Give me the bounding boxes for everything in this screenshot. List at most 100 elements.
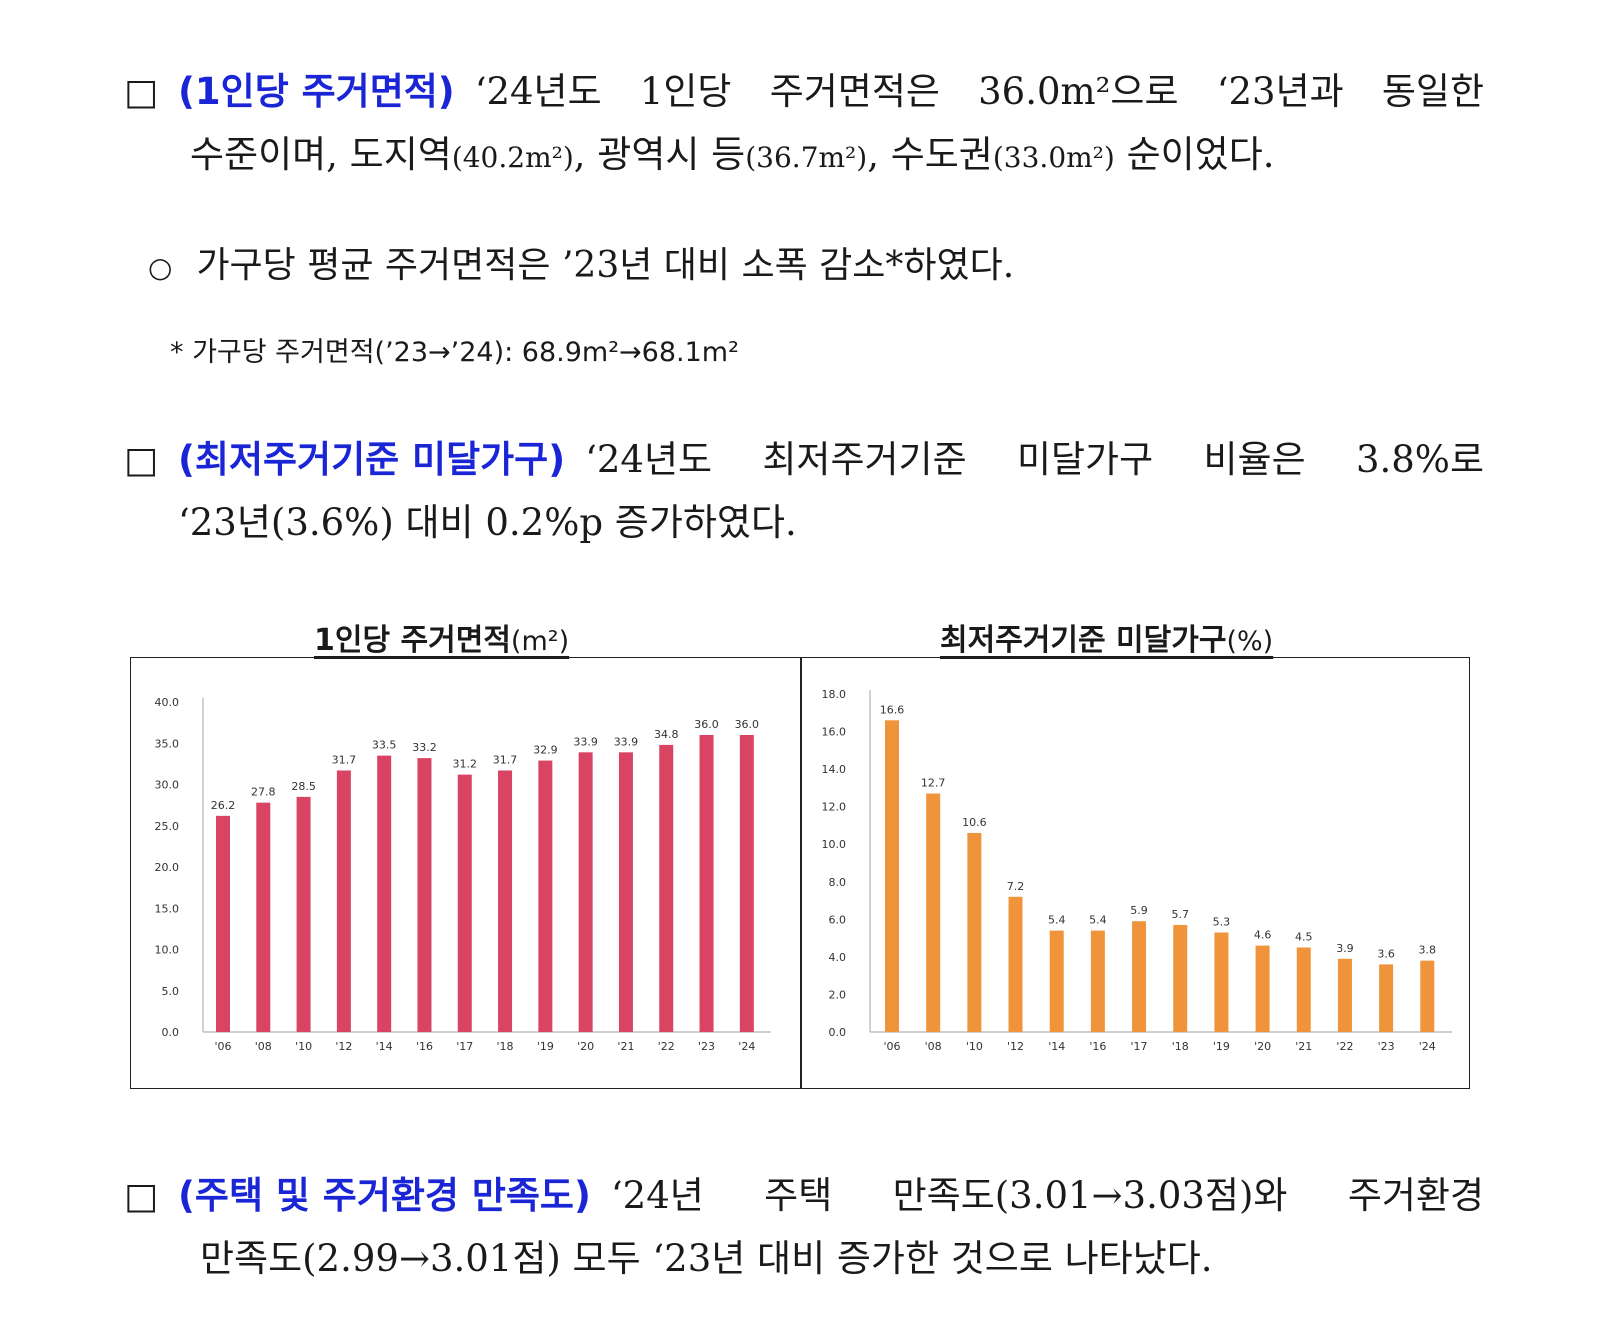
data-label: 16.6: [880, 703, 905, 716]
bar: [1296, 947, 1311, 1032]
bar: [618, 752, 633, 1032]
x-tick-label: '20: [577, 1040, 594, 1053]
chart-per-capita-area: 0.0 5.0 10.0 15.0 20.0 25.0 30.0 35.0 40.0 26.2 '0…: [155, 696, 771, 1053]
y-tick-label: 2.0: [829, 988, 847, 1001]
chart-title-left-text: 1인당 주거면적: [314, 623, 511, 658]
section-per-capita-area: □ (1인당 주거면적) ‘24년도 1인당 주거면적은 36.0m²으로 ‘2…: [124, 62, 1484, 188]
x-tick-label: '23: [698, 1040, 715, 1053]
bar: [659, 744, 674, 1032]
footnote: * 가구당 주거면적(’23→’24): 68.9m²→68.1m²: [170, 337, 739, 368]
x-tick-label: '08: [255, 1040, 272, 1053]
x-tick-label: '22: [1336, 1040, 1353, 1053]
sub-bullet-text: 가구당 평균 주거면적은 ’23년 대비 소폭 감소*하였다.: [196, 245, 1015, 286]
data-label: 7.2: [1007, 880, 1025, 893]
value-metro: (36.7m²): [745, 141, 868, 174]
data-label: 33.9: [614, 735, 639, 748]
x-tick-label: '12: [1007, 1040, 1024, 1053]
section-line-1: ‘24년도 1인당 주거면적은 36.0m²으로 ‘23년과 동일한: [474, 70, 1484, 113]
checkbox-square-icon: □: [124, 72, 159, 113]
data-label: 12.7: [921, 777, 946, 790]
y-tick-label: 18.0: [822, 688, 847, 701]
bar: [1337, 958, 1352, 1032]
data-label: 33.2: [412, 741, 437, 754]
data-label: 36.0: [694, 718, 719, 731]
data-label: 26.2: [211, 799, 236, 812]
bar: [1173, 924, 1188, 1032]
bar: [699, 735, 714, 1032]
data-label: 32.9: [533, 744, 558, 757]
section-satisfaction: □ (주택 및 주거환경 만족도) ‘24년 주택 만족도(3.01→3.03점…: [124, 1166, 1484, 1289]
line-part: , 광역시 등: [573, 133, 746, 176]
data-label: 31.7: [493, 753, 518, 766]
bar: [1049, 930, 1064, 1032]
x-tick-label: '10: [295, 1040, 312, 1053]
y-tick-label: 20.0: [155, 861, 180, 874]
x-tick-label: '23: [1378, 1040, 1395, 1053]
bar: [967, 832, 982, 1032]
line-part: 수준이며, 도지역: [190, 133, 452, 176]
bar: [457, 774, 472, 1032]
bar: [256, 802, 271, 1032]
data-label: 33.9: [573, 735, 598, 748]
section-heading: (최저주거기준 미달가구): [178, 438, 566, 481]
section-line-1: ‘24년도 최저주거기준 미달가구 비율은 3.8%로: [585, 438, 1484, 481]
y-tick-label: 12.0: [822, 801, 847, 814]
data-label: 4.6: [1254, 929, 1272, 942]
bar: [216, 815, 230, 1032]
y-tick-label: 0.0: [162, 1026, 180, 1039]
value-provinces: (40.2m²): [451, 141, 574, 174]
x-tick-label: '18: [1172, 1040, 1189, 1053]
y-tick-label: 16.0: [822, 726, 847, 739]
bar: [417, 758, 432, 1032]
value-capital: (33.0m²): [992, 141, 1115, 174]
bar: [739, 735, 754, 1032]
bar: [1214, 932, 1229, 1032]
x-tick-label: '18: [497, 1040, 514, 1053]
x-tick-label: '14: [376, 1040, 393, 1053]
section-line-2: 만족도(2.99→3.01점) 모두 ‘23년 대비 증가한 것으로 나타났다.: [200, 1237, 1213, 1280]
section-line-2: ‘23년(3.6%) 대비 0.2%p 증가하였다.: [178, 501, 797, 544]
y-tick-label: 5.0: [162, 985, 180, 998]
data-label: 36.0: [735, 718, 760, 731]
data-label: 4.5: [1295, 931, 1313, 944]
chart-title-right-unit: (%): [1226, 626, 1274, 657]
bar: [926, 793, 941, 1032]
y-tick-label: 10.0: [155, 944, 180, 957]
x-tick-label: '24: [738, 1040, 755, 1053]
x-tick-label: '12: [335, 1040, 352, 1053]
line-part: 순이었다.: [1114, 133, 1275, 176]
x-tick-label: '06: [883, 1040, 900, 1053]
y-tick-label: 35.0: [155, 737, 180, 750]
data-label: 5.7: [1171, 908, 1189, 921]
data-label: 27.8: [251, 786, 276, 799]
section-heading: (주택 및 주거환경 만족도): [178, 1174, 591, 1217]
bar: [1255, 945, 1270, 1032]
x-tick-label: '17: [456, 1040, 473, 1053]
y-tick-label: 40.0: [155, 696, 180, 709]
line-part: , 수도권: [867, 133, 993, 176]
x-tick-label: '16: [416, 1040, 433, 1053]
x-tick-label: '10: [966, 1040, 983, 1053]
chart-substandard-households: 0.0 2.0 4.0 6.0 8.0 10.0 12.0 14.0 16.0 18.0 16.6 '…: [822, 688, 1452, 1053]
y-tick-label: 0.0: [829, 1026, 847, 1039]
bar: [885, 720, 899, 1032]
data-label: 10.6: [962, 816, 987, 829]
x-tick-label: '24: [1419, 1040, 1436, 1053]
x-tick-label: '19: [1213, 1040, 1230, 1053]
x-tick-label: '16: [1089, 1040, 1106, 1053]
checkbox-square-icon: □: [124, 1176, 159, 1217]
chart-title-right: 최저주거기준 미달가구(%): [940, 615, 1273, 659]
x-tick-label: '21: [617, 1040, 634, 1053]
y-tick-label: 4.0: [829, 951, 847, 964]
bar: [377, 755, 392, 1032]
bar: [1090, 930, 1105, 1032]
x-tick-label: '20: [1254, 1040, 1271, 1053]
chart-title-left: 1인당 주거면적(m²): [314, 615, 569, 659]
chart-divider: [800, 658, 802, 1088]
circle-bullet-icon: ○: [148, 251, 173, 284]
data-label: 5.3: [1213, 915, 1231, 928]
y-tick-label: 25.0: [155, 820, 180, 833]
data-label: 3.9: [1336, 942, 1354, 955]
chart-title-right-text: 최저주거기준 미달가구: [940, 623, 1227, 658]
y-tick-label: 6.0: [829, 913, 847, 926]
